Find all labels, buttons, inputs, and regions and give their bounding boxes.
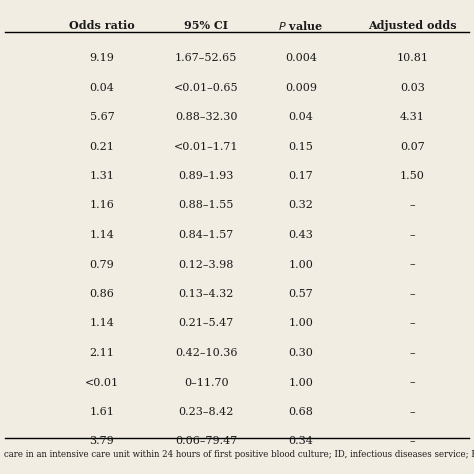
Text: 0.88–32.30: 0.88–32.30 [175, 112, 237, 122]
Text: 0.86: 0.86 [90, 289, 114, 299]
Text: 1.50: 1.50 [400, 171, 425, 181]
Text: 10.81: 10.81 [396, 53, 428, 63]
Text: –: – [410, 437, 415, 447]
Text: Adjusted odds: Adjusted odds [368, 19, 456, 30]
Text: –: – [410, 289, 415, 299]
Text: <0.01–0.65: <0.01–0.65 [174, 82, 238, 92]
Text: 0.15: 0.15 [289, 142, 313, 152]
Text: 0.89–1.93: 0.89–1.93 [179, 171, 234, 181]
Text: Odds ratio: Odds ratio [69, 19, 135, 30]
Text: 0.30: 0.30 [289, 348, 313, 358]
Text: –: – [410, 201, 415, 210]
Text: 9.19: 9.19 [90, 53, 114, 63]
Text: 0.34: 0.34 [289, 437, 313, 447]
Text: 1.31: 1.31 [90, 171, 114, 181]
Text: 0.13–4.32: 0.13–4.32 [179, 289, 234, 299]
Text: 0.21: 0.21 [90, 142, 114, 152]
Text: 0.07: 0.07 [400, 142, 425, 152]
Text: 1.16: 1.16 [90, 201, 114, 210]
Text: 1.00: 1.00 [289, 259, 313, 270]
Text: –: – [410, 230, 415, 240]
Text: 0.004: 0.004 [285, 53, 317, 63]
Text: –: – [410, 319, 415, 328]
Text: –: – [410, 377, 415, 388]
Text: 0.04: 0.04 [289, 112, 313, 122]
Text: 0.57: 0.57 [289, 289, 313, 299]
Text: 1.61: 1.61 [90, 407, 114, 417]
Text: –: – [410, 407, 415, 417]
Text: 0.23–8.42: 0.23–8.42 [179, 407, 234, 417]
Text: 5.67: 5.67 [90, 112, 114, 122]
Text: 1.14: 1.14 [90, 319, 114, 328]
Text: –: – [410, 348, 415, 358]
Text: 0.21–5.47: 0.21–5.47 [179, 319, 234, 328]
Text: 1.14: 1.14 [90, 230, 114, 240]
Text: 0–11.70: 0–11.70 [184, 377, 228, 388]
Text: $\mathit{P}$ value: $\mathit{P}$ value [278, 18, 324, 31]
Text: <0.01: <0.01 [85, 377, 119, 388]
Text: 3.79: 3.79 [90, 437, 114, 447]
Text: 0.04: 0.04 [90, 82, 114, 92]
Text: 0.88–1.55: 0.88–1.55 [179, 201, 234, 210]
Text: 0.84–1.57: 0.84–1.57 [179, 230, 234, 240]
Text: 95% CI: 95% CI [184, 19, 228, 30]
Text: 4.31: 4.31 [400, 112, 425, 122]
Text: –: – [410, 259, 415, 270]
Text: 1.67–52.65: 1.67–52.65 [175, 53, 237, 63]
Text: 0.32: 0.32 [289, 201, 313, 210]
Text: 0.79: 0.79 [90, 259, 114, 270]
Text: 1.00: 1.00 [289, 377, 313, 388]
Text: 0.42–10.36: 0.42–10.36 [175, 348, 237, 358]
Text: 0.43: 0.43 [289, 230, 313, 240]
Text: 0.009: 0.009 [285, 82, 317, 92]
Text: 0.06–79.47: 0.06–79.47 [175, 437, 237, 447]
Text: <0.01–1.71: <0.01–1.71 [174, 142, 238, 152]
Text: 0.68: 0.68 [289, 407, 313, 417]
Text: care in an intensive care unit within 24 hours of first positive blood culture; : care in an intensive care unit within 24… [4, 450, 474, 459]
Text: 1.00: 1.00 [289, 319, 313, 328]
Text: 2.11: 2.11 [90, 348, 114, 358]
Text: 0.12–3.98: 0.12–3.98 [179, 259, 234, 270]
Text: 0.17: 0.17 [289, 171, 313, 181]
Text: 0.03: 0.03 [400, 82, 425, 92]
